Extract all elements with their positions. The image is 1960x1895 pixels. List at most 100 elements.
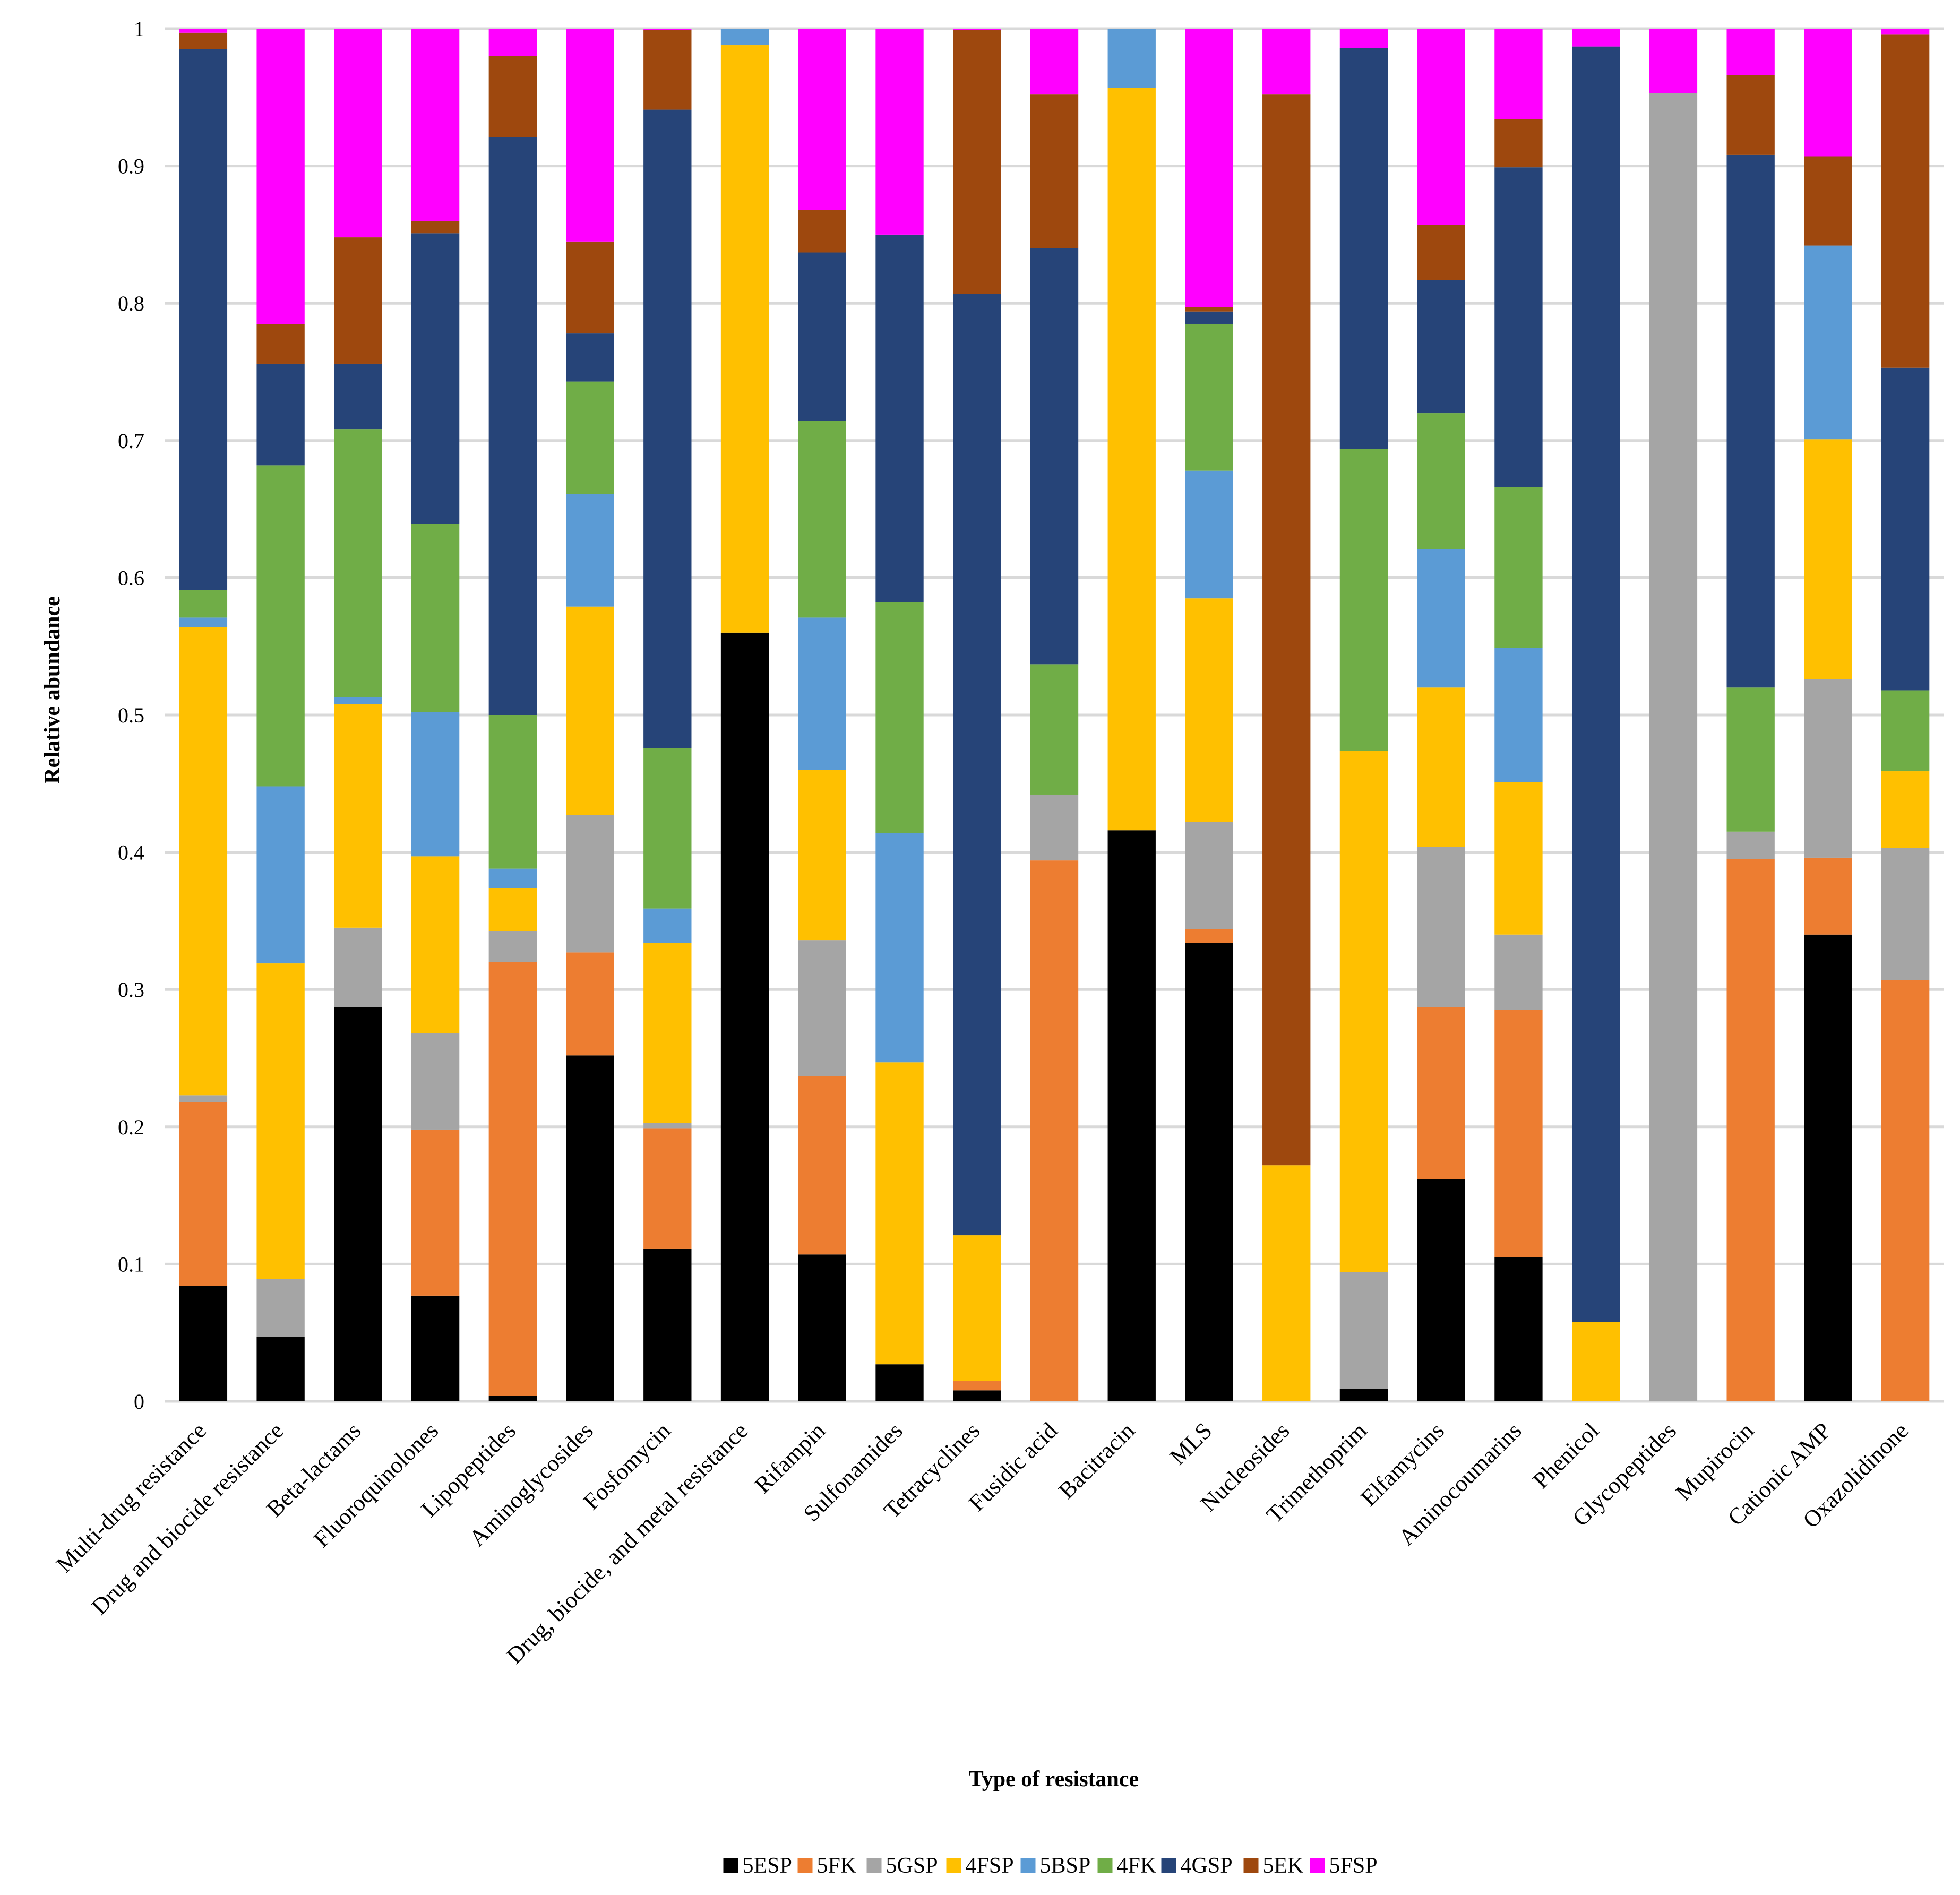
bar-segment-4gsp [643, 109, 692, 748]
bar-segment-5fk [798, 1076, 846, 1255]
bar-segment-5fk [179, 1102, 228, 1286]
bar-segment-5esp [488, 1396, 537, 1401]
bar-segment-5fsp [798, 29, 846, 210]
bar-segment-5fsp [1339, 29, 1388, 48]
bar-segment-5fsp [256, 29, 305, 324]
bar-segment-4fk [1726, 687, 1775, 832]
y-axis-title: Relative abundance [40, 596, 65, 784]
y-tick-label: 0.8 [118, 291, 144, 315]
y-tick-label: 1 [134, 17, 144, 41]
bar-segment-5ek [798, 210, 846, 253]
bar-segment-5fk [643, 1128, 692, 1249]
bar-segment-5esp [720, 632, 769, 1401]
bar-segment-5fk [411, 1129, 460, 1296]
bar-segment-5ek [953, 30, 1001, 294]
legend-item-5gsp: 5GSP [866, 1854, 938, 1878]
bar-segment-5esp [798, 1254, 846, 1401]
bar-segment-4fsp [1881, 771, 1930, 848]
x-tick-label: Rifampin [750, 1417, 830, 1498]
bar-segment-4fk [411, 524, 460, 712]
bar-segment-4fsp [1494, 782, 1543, 935]
x-tick-label: Phenicol [1528, 1417, 1604, 1494]
bar-segment-4gsp [411, 233, 460, 524]
bar-segment-4fk [1339, 449, 1388, 751]
y-tick-label: 0.6 [118, 566, 144, 590]
bar-segment-4gsp [1571, 46, 1620, 1322]
bar-segment-5gsp [179, 1095, 228, 1102]
bar-segment-5bsp [643, 908, 692, 943]
bar-segment-5fk [1494, 1010, 1543, 1257]
bars [179, 29, 1930, 1402]
bar-segment-4gsp [798, 252, 846, 421]
bar-segment-4fsp [256, 963, 305, 1279]
bar-segment-5fk [1185, 929, 1233, 943]
legend-label: 5BSP [1040, 1854, 1091, 1878]
bar-segment-5gsp [488, 931, 537, 962]
bar-segment-4fk [179, 590, 228, 618]
bar-segment-5fsp [1494, 29, 1543, 119]
bar-segment-4fsp [566, 606, 614, 815]
bar-segment-5esp [643, 1248, 692, 1401]
legend-label: 4FK [1117, 1854, 1157, 1878]
y-tick-labels: 0 0.1 0.2 0.3 0.4 0.5 0.6 0.7 0.8 0.9 1 [118, 17, 144, 1414]
legend-swatch [1243, 1858, 1259, 1873]
legend: 5ESP 5FK 5GSP 4FSP 5BSP 4FK 4GSP 5EK 5FSP [723, 1854, 1378, 1878]
legend-item-5bsp: 5BSP [1020, 1854, 1091, 1878]
bar-segment-5fsp [1185, 29, 1233, 307]
bar-segment-4fk [1185, 323, 1233, 471]
bar-segment-5esp [1107, 830, 1156, 1401]
bar-segment-5ek [1185, 307, 1233, 312]
bar-segment-5fk [488, 962, 537, 1396]
legend-swatch [1020, 1858, 1036, 1873]
y-tick-label: 0.9 [118, 154, 144, 178]
bar-segment-5bsp [256, 786, 305, 964]
legend-label: 5GSP [886, 1854, 938, 1878]
bar-segment-5bsp [1804, 245, 1852, 440]
bar-segment-4gsp [488, 137, 537, 716]
bar-segment-5bsp [488, 868, 537, 888]
bar-segment-5ek [1030, 94, 1079, 248]
bar-segment-5gsp [411, 1033, 460, 1130]
bar-segment-5fk [566, 952, 614, 1056]
bar-segment-5esp [411, 1295, 460, 1401]
legend-item-5fk: 5FK [797, 1854, 856, 1878]
bar-segment-5fsp [1030, 29, 1079, 95]
y-tick-label: 0.5 [118, 703, 144, 727]
bar-segment-5gsp [798, 940, 846, 1076]
y-tick-label: 0 [134, 1390, 144, 1414]
bar-segment-4fk [643, 748, 692, 909]
legend-label: 5ESP [743, 1854, 792, 1878]
legend-label: 4FSP [966, 1854, 1014, 1878]
y-tick-label: 0.7 [118, 429, 144, 453]
bar-segment-4fk [256, 465, 305, 787]
bar-segment-5fsp [411, 29, 460, 221]
bar-segment-5fk [1030, 860, 1079, 1401]
bar-segment-4gsp [1726, 154, 1775, 688]
bar-segment-5gsp [1494, 934, 1543, 1010]
legend-label: 5FSP [1329, 1854, 1378, 1878]
bar-segment-5ek [488, 56, 537, 137]
legend-item-4gsp: 4GSP [1161, 1854, 1233, 1878]
bar-segment-5fsp [1804, 29, 1852, 157]
bar-segment-4fsp [1262, 1165, 1311, 1401]
bar-segment-4fsp [1107, 88, 1156, 831]
bar-segment-5fk [1417, 1007, 1465, 1179]
y-tick-label: 0.4 [118, 841, 144, 865]
bar-segment-5fk [1804, 857, 1852, 935]
bar-segment-5fsp [1417, 29, 1465, 225]
bar-segment-5fsp [1262, 29, 1311, 95]
bar-segment-5ek [334, 237, 382, 364]
bar-segment-5fk [1881, 980, 1930, 1401]
y-tick-label: 0.2 [118, 1115, 144, 1139]
bar-segment-5fsp [334, 29, 382, 238]
bar-segment-4gsp [1494, 167, 1543, 487]
bar-segment-5ek [1726, 75, 1775, 155]
bar-segment-5gsp [1185, 822, 1233, 929]
bar-segment-5gsp [643, 1123, 692, 1129]
bar-segment-5gsp [334, 927, 382, 1007]
bar-segment-5bsp [798, 617, 846, 770]
bar-segment-4fsp [1417, 687, 1465, 847]
y-tick-label: 0.3 [118, 978, 144, 1002]
bar-segment-4fk [566, 381, 614, 494]
